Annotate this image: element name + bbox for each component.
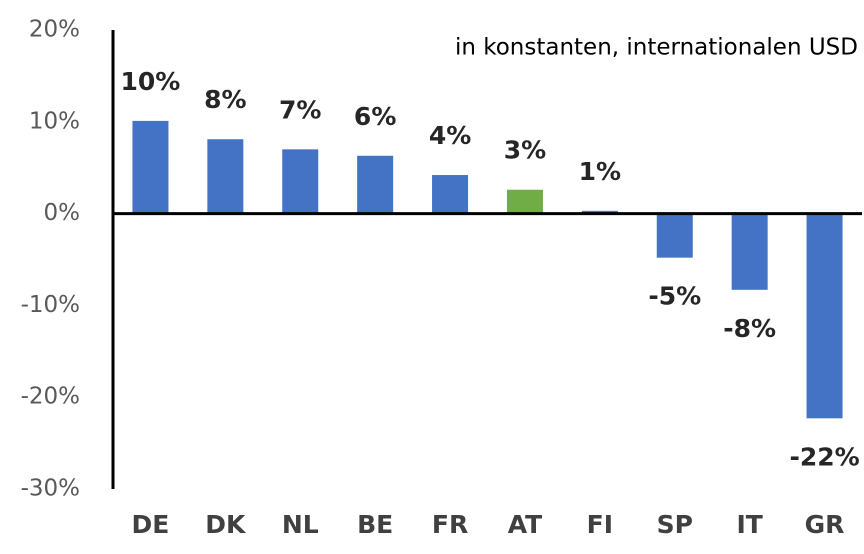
x-tick-label: DE xyxy=(132,510,170,539)
value-label: -8% xyxy=(723,314,776,343)
x-tick-label: DK xyxy=(205,510,247,539)
subtitle: in konstanten, internationalen USD xyxy=(455,35,858,61)
bar xyxy=(656,213,693,258)
value-label: 8% xyxy=(204,85,246,114)
x-tick-label: BE xyxy=(357,510,393,539)
x-tick-label: FI xyxy=(587,510,613,539)
y-tick-label: -10% xyxy=(21,292,80,318)
x-tick-label: GR xyxy=(805,510,845,539)
bar xyxy=(282,149,319,214)
y-tick-label: 0% xyxy=(44,200,81,226)
y-tick-label: -30% xyxy=(21,476,80,502)
value-label: 6% xyxy=(354,102,396,131)
value-label: -22% xyxy=(789,442,859,471)
bar xyxy=(357,155,394,214)
y-tick-label: 20% xyxy=(29,17,80,43)
value-label: 10% xyxy=(121,67,181,96)
bar xyxy=(207,139,244,214)
x-tick-label: NL xyxy=(282,510,319,539)
value-label: 4% xyxy=(429,121,471,150)
x-tick-label: FR xyxy=(432,510,468,539)
x-tick-label: AT xyxy=(508,510,542,539)
bar xyxy=(731,213,768,290)
x-tick-label: IT xyxy=(736,510,762,539)
value-label: 7% xyxy=(279,95,321,124)
bar xyxy=(506,189,543,214)
value-label: 3% xyxy=(504,136,546,165)
bar xyxy=(132,120,169,214)
bar xyxy=(432,175,469,214)
value-label: 1% xyxy=(579,157,621,186)
y-tick-label: -20% xyxy=(21,384,80,410)
y-tick-label: 10% xyxy=(29,108,80,134)
x-tick-label: SP xyxy=(657,510,693,539)
bar xyxy=(806,213,843,419)
value-label: -5% xyxy=(648,282,701,311)
